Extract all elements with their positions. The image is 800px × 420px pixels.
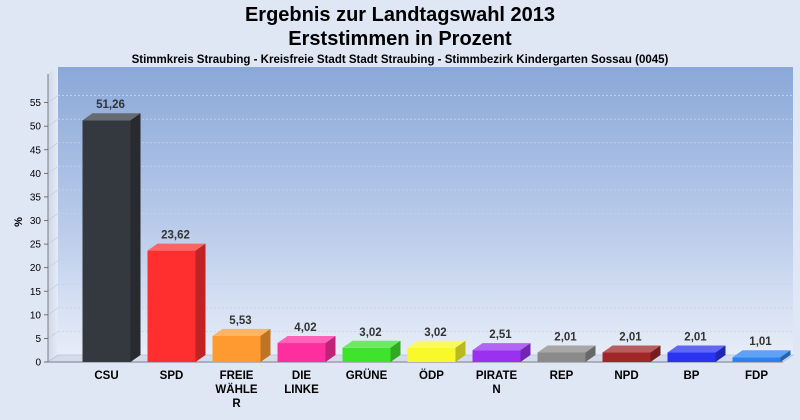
data-label: 4,02	[294, 322, 316, 334]
bar	[212, 328, 271, 362]
bar-side	[325, 336, 336, 362]
y-tick-label: 10	[30, 310, 42, 321]
bar-top	[667, 345, 726, 353]
gridline-side	[47, 189, 59, 198]
x-tick-label: FDP	[745, 370, 768, 382]
x-tick-label: NPD	[614, 370, 638, 382]
y-tick-label: 20	[30, 263, 42, 274]
data-label: 51,26	[96, 99, 125, 111]
gridline-side	[47, 283, 59, 292]
chart-subtitle: Stimmkreis Straubing - Kreisfreie Stadt …	[131, 54, 669, 66]
bar-top	[537, 345, 596, 353]
bar	[602, 345, 661, 362]
bar	[407, 340, 466, 362]
bar-front	[277, 343, 326, 362]
y-tick-label: 40	[30, 169, 42, 180]
bar-top	[602, 345, 661, 353]
bar-front	[212, 335, 261, 362]
bar	[537, 345, 596, 362]
y-tick-label: 45	[30, 145, 42, 156]
x-tick-label: REP	[550, 370, 574, 382]
bar-front	[147, 250, 196, 362]
x-tick-label: ÖDP	[419, 369, 444, 382]
x-tick-label: PIRATE N	[476, 370, 518, 396]
bar-top	[342, 340, 401, 348]
y-tick-label: 35	[30, 192, 42, 203]
data-label: 2,01	[619, 332, 642, 344]
bar-front	[732, 357, 781, 362]
y-tick-label: 0	[35, 358, 41, 369]
data-label: 3,02	[359, 327, 381, 339]
data-label: 3,02	[424, 327, 446, 339]
bar	[667, 345, 726, 362]
bar	[277, 336, 336, 362]
data-label: 1,01	[749, 336, 772, 348]
bar-side	[455, 340, 466, 362]
bar-side	[715, 345, 726, 362]
bar	[147, 243, 206, 362]
bar-side	[260, 328, 271, 362]
bar-side	[650, 345, 661, 362]
bars: 51,26 23,62 5,53 4,02 3,02 3,02 2,51 2,01 2,01 2,…	[82, 99, 791, 362]
gridline-side	[47, 142, 59, 151]
gridlines	[47, 95, 793, 339]
bar-top	[407, 340, 466, 348]
gridline-side	[47, 331, 59, 339]
bar-top	[277, 336, 336, 344]
gridline-side	[47, 166, 59, 174]
bar	[82, 113, 141, 362]
x-tick-label: CSU	[94, 370, 118, 382]
gridline-side	[47, 213, 59, 221]
bar	[472, 343, 531, 362]
bar-side	[520, 343, 531, 362]
x-tick-label: GRÜNE	[346, 369, 388, 382]
bar-top	[147, 243, 206, 251]
bar-front	[667, 352, 716, 362]
gridline-side	[47, 118, 59, 127]
bar	[342, 340, 401, 362]
y-tick-label: 50	[30, 122, 42, 133]
y-tick-label: 5	[35, 334, 41, 345]
chart-title: Ergebnis zur Landtagswahl 2013	[244, 4, 556, 26]
x-tick-label: SPD	[160, 370, 184, 382]
bar-top	[472, 343, 531, 351]
gridline-side	[47, 236, 59, 245]
bar-front	[407, 347, 456, 362]
x-tick-label: FREIE WÄHLE R	[215, 370, 257, 410]
bar-side	[780, 350, 791, 362]
data-label: 2,01	[684, 332, 707, 344]
gridline-side	[47, 260, 59, 268]
data-label: 2,01	[554, 332, 577, 344]
bar-side	[390, 340, 401, 362]
x-tick-label: DIE LINKE	[284, 370, 319, 396]
bar-top	[732, 350, 791, 358]
bar-front	[82, 120, 131, 362]
bar-top	[82, 113, 141, 121]
data-label: 2,51	[489, 329, 512, 341]
data-label: 23,62	[161, 230, 190, 242]
bar-front	[537, 352, 586, 362]
gridline-side	[47, 95, 59, 103]
bar-front	[472, 350, 521, 362]
bar-side	[195, 243, 206, 362]
y-tick-label: 30	[30, 216, 42, 227]
bar	[732, 350, 791, 362]
plot-side-wall	[48, 67, 58, 362]
bar-side	[130, 113, 141, 362]
gridline-side	[47, 307, 59, 316]
y-tick-label: 55	[30, 98, 42, 109]
x-axis: CSU SPD FREIE WÄHLE R DIE LINKE GRÜNE ÖDP PIRATE N…	[94, 369, 768, 410]
bar-front	[342, 347, 391, 362]
bar-side	[585, 345, 596, 362]
x-tick-label: BP	[684, 370, 700, 382]
y-tick-label: 25	[30, 240, 42, 251]
bar-top	[212, 328, 271, 336]
y-tick-label: 15	[30, 287, 42, 298]
chart-title-line-2: Erststimmen in Prozent	[288, 28, 512, 50]
y-axis-label: %	[13, 217, 25, 227]
data-label: 5,53	[229, 315, 251, 327]
bar-front	[602, 352, 651, 362]
